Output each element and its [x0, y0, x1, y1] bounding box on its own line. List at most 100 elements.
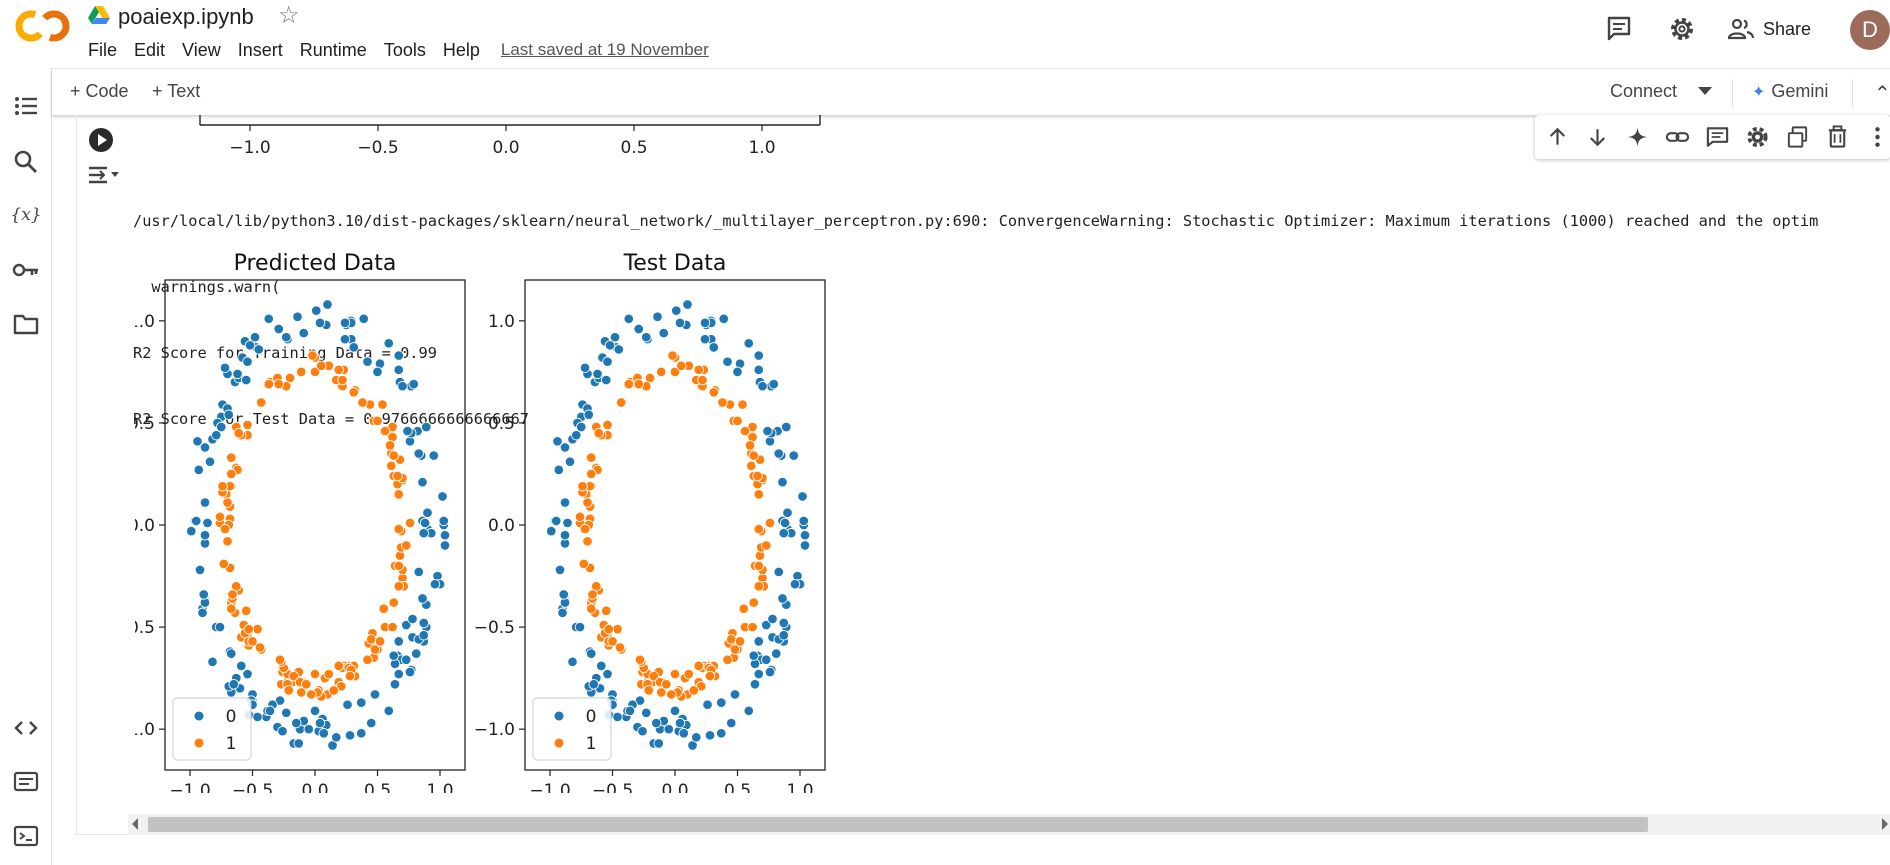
data-point-class-0 — [669, 705, 681, 717]
data-point-class-0 — [413, 448, 425, 459]
delete-icon[interactable] — [1825, 124, 1850, 150]
data-point-class-0 — [604, 340, 616, 351]
data-point-class-0 — [249, 331, 261, 343]
menu-runtime[interactable]: Runtime — [299, 40, 367, 60]
data-point-class-0 — [771, 648, 782, 659]
data-point-class-0 — [219, 362, 231, 374]
data-point-class-1 — [393, 523, 405, 535]
data-point-class-1 — [578, 558, 590, 570]
data-point-class-1 — [602, 419, 613, 431]
connect-button[interactable]: Connect — [1610, 81, 1678, 101]
add-text-button[interactable]: + Text — [152, 81, 201, 101]
data-point-class-0 — [761, 654, 772, 666]
data-point-class-0 — [753, 350, 765, 361]
share-button[interactable]: Share — [1728, 12, 1811, 46]
y-tick-label: −1.0 — [474, 720, 515, 740]
data-point-class-1 — [732, 415, 743, 427]
command-palette-icon[interactable] — [12, 768, 40, 796]
terminal-icon[interactable] — [12, 822, 40, 850]
data-point-class-0 — [612, 711, 623, 723]
data-point-class-0 — [702, 699, 713, 710]
legend-marker — [193, 710, 205, 722]
data-point-class-0 — [223, 409, 234, 420]
gear-icon[interactable] — [1745, 124, 1770, 150]
data-point-class-1 — [388, 597, 399, 608]
data-point-class-1 — [744, 440, 756, 451]
last-saved-link[interactable]: Last saved at 19 November — [500, 40, 709, 59]
colab-logo[interactable] — [14, 8, 72, 44]
data-point-class-1 — [344, 670, 356, 682]
data-point-class-0 — [393, 350, 405, 361]
notebook-title[interactable]: poaiexp.ipynb — [118, 4, 254, 29]
share-label: Share — [1763, 18, 1812, 39]
data-point-class-1 — [614, 642, 626, 653]
key-icon[interactable] — [12, 256, 40, 284]
data-point-class-0 — [559, 442, 571, 453]
menu-help[interactable]: Help — [442, 40, 480, 60]
data-point-class-0 — [355, 697, 367, 708]
data-point-class-1 — [667, 350, 678, 361]
comment-icon[interactable] — [1705, 124, 1730, 150]
data-point-class-0 — [562, 517, 573, 529]
comments-icon[interactable] — [1605, 14, 1633, 42]
mirror-cell-icon[interactable] — [1785, 124, 1810, 150]
legend-box — [172, 697, 252, 761]
data-point-class-1 — [717, 397, 728, 408]
output-actions-icon[interactable] — [85, 160, 121, 190]
data-point-class-1 — [683, 668, 695, 680]
data-point-class-0 — [557, 607, 568, 619]
data-point-class-0 — [393, 668, 405, 680]
data-point-class-1 — [586, 452, 597, 463]
x-tick-label: −1.0 — [229, 138, 270, 158]
gear-icon[interactable] — [1668, 15, 1696, 43]
data-point-class-0 — [204, 456, 216, 467]
data-point-class-0 — [773, 566, 785, 578]
menu-view[interactable]: View — [182, 40, 221, 60]
horizontal-scrollbar[interactable] — [128, 814, 1890, 835]
data-point-class-1 — [242, 419, 253, 431]
data-point-class-0 — [781, 421, 792, 433]
data-point-class-1 — [243, 623, 254, 635]
chevron-up-icon[interactable]: ⌃ — [1874, 83, 1890, 105]
add-code-button[interactable]: + Code — [70, 81, 129, 101]
variables-icon[interactable]: {x} — [12, 200, 40, 228]
run-cell-button[interactable] — [89, 128, 113, 152]
data-point-class-0 — [191, 515, 202, 527]
menu-file[interactable]: File — [88, 40, 118, 60]
more-options-icon[interactable] — [1865, 124, 1890, 150]
menu-edit[interactable]: Edit — [134, 40, 166, 60]
y-tick-label: 1.0 — [135, 312, 155, 332]
data-point-class-0 — [761, 619, 772, 631]
data-point-class-0 — [290, 717, 302, 729]
scroll-left-arrow[interactable] — [132, 818, 138, 830]
move-down-icon[interactable] — [1585, 124, 1610, 150]
data-point-class-1 — [697, 374, 708, 386]
gemini-sparkle-icon[interactable] — [1625, 124, 1650, 150]
scroll-right-arrow[interactable] — [1882, 818, 1888, 830]
data-point-class-0 — [767, 613, 778, 625]
move-up-icon[interactable] — [1545, 124, 1570, 150]
folder-icon[interactable] — [12, 310, 40, 338]
data-point-class-0 — [609, 331, 621, 343]
data-point-class-1 — [661, 679, 672, 690]
data-point-class-0 — [404, 666, 416, 678]
data-point-class-1 — [222, 497, 233, 508]
menu-insert[interactable]: Insert — [237, 40, 283, 60]
scrollbar-thumb[interactable] — [148, 817, 1648, 832]
search-icon[interactable] — [12, 148, 40, 176]
gemini-button[interactable]: ✦ Gemini — [1752, 81, 1828, 102]
data-point-class-1 — [574, 511, 586, 523]
table-of-contents-icon[interactable] — [12, 92, 40, 120]
link-icon[interactable] — [1665, 124, 1690, 150]
star-icon[interactable]: ☆ — [278, 2, 300, 29]
avatar[interactable]: D — [1850, 10, 1890, 50]
data-point-class-1 — [603, 623, 615, 635]
menu-tools[interactable]: Tools — [383, 40, 426, 60]
data-point-class-0 — [202, 517, 213, 529]
data-point-class-0 — [777, 476, 788, 488]
data-point-class-1 — [315, 360, 327, 371]
data-point-class-0 — [228, 679, 239, 690]
code-snippets-icon[interactable] — [12, 714, 40, 742]
data-point-class-0 — [658, 327, 670, 339]
chevron-down-icon[interactable] — [1698, 87, 1712, 95]
